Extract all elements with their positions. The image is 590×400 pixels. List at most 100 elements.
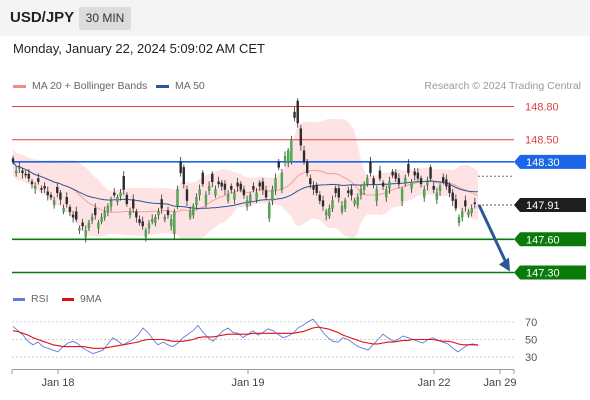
- candle-bull: [385, 189, 388, 198]
- candle-bear: [413, 171, 416, 176]
- candle-bear: [166, 210, 170, 216]
- candle-bear: [299, 128, 303, 146]
- candle-bull: [423, 189, 426, 198]
- candle-bear: [264, 190, 268, 198]
- candle-bear: [429, 167, 432, 179]
- candle-bull: [128, 211, 132, 216]
- candle-bull: [90, 216, 94, 221]
- candle-bear: [277, 161, 280, 168]
- x-tick-label: Jan 19: [231, 377, 264, 389]
- forecast-arrow-shaft: [477, 204, 508, 264]
- candle-bear: [242, 189, 246, 196]
- candle-bear: [185, 189, 189, 201]
- candle-bear: [258, 182, 261, 187]
- candle-bear: [135, 211, 138, 218]
- candle-bull: [116, 197, 119, 202]
- candle-bull: [268, 203, 271, 219]
- candle-bull: [283, 156, 287, 163]
- candle-bull: [328, 208, 331, 217]
- candle-bear: [337, 188, 340, 198]
- candle-bear: [223, 183, 227, 190]
- timeframe-button[interactable]: 30 MIN: [79, 7, 131, 30]
- candle-bear: [261, 181, 265, 190]
- current-price-tag: [514, 197, 586, 212]
- legend-ma50-swatch: [156, 84, 169, 88]
- candle-bull: [255, 192, 258, 200]
- candle-bear: [68, 207, 72, 212]
- candle-bull: [271, 189, 274, 201]
- rsi-tick-70: 70: [525, 317, 537, 329]
- candle-bear: [293, 111, 296, 118]
- candle-bear: [211, 173, 214, 182]
- candle-bear: [43, 185, 46, 189]
- candle-bear: [220, 182, 223, 187]
- candle-bull: [195, 197, 198, 206]
- candle-bull: [163, 216, 167, 220]
- legend-bollinger-label: MA 20 + Bollinger Bands: [32, 80, 148, 92]
- candle-bull: [457, 216, 461, 223]
- level-tag-147-30: [514, 265, 586, 280]
- candle-bull: [100, 216, 103, 222]
- candle-bear: [318, 194, 322, 201]
- candle-bull: [157, 211, 160, 216]
- ma20-line: [12, 161, 479, 213]
- candle-bull: [470, 208, 473, 213]
- candle-bull: [274, 178, 277, 190]
- candle-bull: [119, 192, 122, 197]
- candle-bull: [290, 139, 293, 163]
- legend-rsi-swatch: [13, 297, 25, 301]
- candle-bear: [141, 221, 144, 227]
- rsi-series-9ma: [12, 326, 478, 349]
- candle-bear: [350, 189, 353, 196]
- candle-bear: [378, 170, 382, 179]
- x-tick-label: Jan 29: [483, 377, 516, 389]
- candle-bull: [233, 192, 236, 200]
- bollinger-band-fill: [13, 118, 478, 240]
- candle-bear: [347, 190, 350, 194]
- datetime-label: Monday, January 22, 2024 5:09:02 AM CET: [13, 41, 265, 56]
- candle-bull: [87, 222, 91, 229]
- candle-bull: [226, 194, 230, 201]
- candle-bear: [179, 161, 182, 174]
- candle-bear: [37, 178, 40, 182]
- candle-bull: [356, 197, 359, 206]
- level-tag-148-30: [514, 154, 586, 169]
- candle-bear: [306, 161, 309, 174]
- candle-bull: [375, 189, 378, 201]
- level-label-148-30: 148.30: [526, 157, 560, 169]
- candle-bear: [122, 176, 125, 190]
- candle-bull: [84, 230, 87, 238]
- level-label-147-30: 147.30: [526, 268, 560, 280]
- candle-bull: [169, 219, 173, 227]
- candle-bear: [407, 163, 410, 174]
- current-price-label: 147.91: [526, 200, 560, 212]
- legend-9ma-label: 9MA: [80, 293, 102, 305]
- candle-bull: [147, 223, 151, 229]
- candle-bull: [461, 211, 464, 218]
- candle-bull: [426, 181, 429, 186]
- candle-bear: [252, 185, 255, 190]
- candle-bull: [438, 185, 442, 191]
- candle-bear: [454, 199, 458, 209]
- level-tag-147-60: [514, 232, 586, 247]
- candle-bull: [245, 200, 249, 207]
- candle-bull: [109, 200, 113, 207]
- rsi-tick-30: 30: [525, 352, 537, 364]
- level-label-148-50: 148.50: [525, 135, 559, 147]
- candle-bear: [381, 182, 385, 187]
- candle-bear: [56, 187, 59, 194]
- legend-bollinger: MA 20 + Bollinger Bands: [13, 80, 147, 92]
- candle-bull: [154, 216, 157, 223]
- candle-bull: [400, 189, 404, 201]
- level-label-148-80: 148.80: [525, 102, 559, 114]
- x-tick-label: Jan 22: [417, 377, 450, 389]
- candle-bull: [404, 178, 407, 185]
- legend-ma50-label: MA 50: [175, 80, 205, 92]
- candle-bear: [230, 185, 233, 190]
- candle-bull: [343, 200, 347, 209]
- candle-bull: [188, 211, 192, 218]
- candle-bull: [340, 205, 344, 212]
- candle-bear: [21, 170, 24, 174]
- level-label-147-60: 147.60: [526, 234, 560, 246]
